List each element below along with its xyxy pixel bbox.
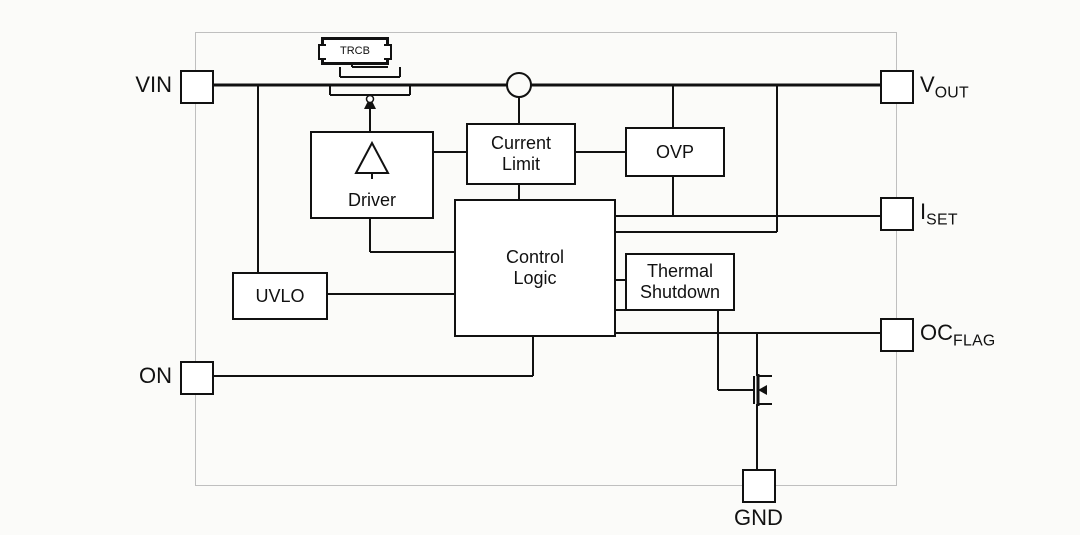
- block-driver: Driver: [310, 131, 434, 219]
- pad-vin: [180, 70, 214, 104]
- block-thermal: ThermalShutdown: [625, 253, 735, 311]
- block-uvlo: UVLO: [232, 272, 328, 320]
- label-vin: VIN: [135, 72, 172, 98]
- label-on: ON: [139, 363, 172, 389]
- driver-amp-icon: [352, 139, 392, 179]
- block-control-label: ControlLogic: [506, 247, 564, 288]
- label-gnd: GND: [734, 505, 783, 531]
- block-thermal-label: ThermalShutdown: [640, 261, 720, 302]
- block-driver-label: Driver: [348, 190, 396, 211]
- label-vout: VOUT: [920, 72, 969, 102]
- label-iset: ISET: [920, 199, 958, 229]
- pad-iset: [880, 197, 914, 231]
- block-trcb: TRCB: [321, 37, 389, 65]
- block-climit: CurrentLimit: [466, 123, 576, 185]
- block-uvlo-label: UVLO: [255, 286, 304, 307]
- block-trcb-label: TRCB: [340, 45, 370, 58]
- pad-gnd: [742, 469, 776, 503]
- pad-on: [180, 361, 214, 395]
- pad-ocflag: [880, 318, 914, 352]
- block-ovp-label: OVP: [656, 142, 694, 163]
- pad-vout: [880, 70, 914, 104]
- block-climit-label: CurrentLimit: [491, 133, 551, 174]
- block-ovp: OVP: [625, 127, 725, 177]
- label-ocflag: OCFLAG: [920, 320, 996, 350]
- block-control: ControlLogic: [454, 199, 616, 337]
